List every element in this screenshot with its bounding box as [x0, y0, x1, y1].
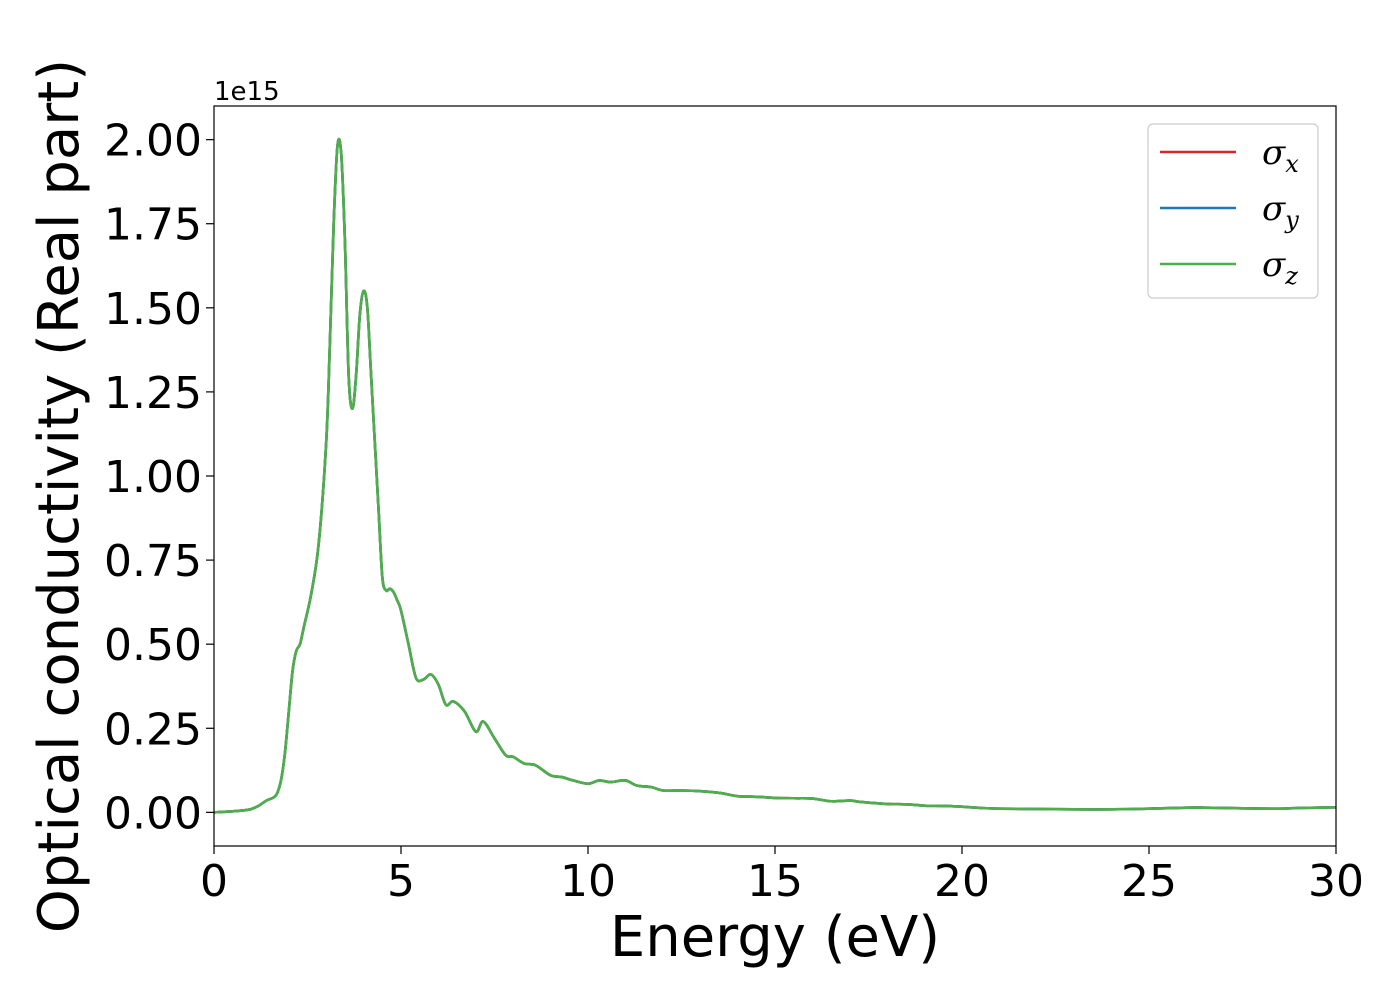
legend-entry: σz [1160, 245, 1298, 290]
y-axis-ticks: 0.00 0.25 0.50 0.75 1.00 1.25 1.50 1.75 2.00 [104, 116, 214, 839]
legend: σx σy σz [1147, 123, 1319, 299]
y-tick-label: 0.25 [104, 704, 202, 755]
y-tick-label: 1.25 [104, 368, 202, 419]
y-offset-label: 1e15 [214, 77, 280, 107]
legend-entry: σy [1160, 189, 1299, 234]
y-tick-label: 1.50 [104, 284, 202, 335]
y-tick-label: 0.50 [104, 620, 202, 671]
legend-label: σx [1262, 133, 1299, 178]
y-tick-label: 1.00 [104, 452, 202, 503]
x-axis-label: Energy (eV) [610, 905, 940, 970]
x-tick-label: 25 [1121, 856, 1177, 907]
y-tick-label: 0.00 [104, 788, 202, 839]
series-line-sigma-z [214, 137, 1336, 814]
x-tick-label: 10 [560, 856, 616, 907]
x-tick-label: 30 [1308, 856, 1364, 907]
y-tick-label: 1.75 [104, 200, 202, 251]
legend-label: σy [1262, 189, 1299, 234]
x-tick-label: 15 [747, 856, 803, 907]
x-tick-label: 0 [200, 856, 228, 907]
series-layer [214, 137, 1336, 814]
legend-label: σz [1262, 245, 1298, 290]
x-tick-label: 5 [387, 856, 415, 907]
x-axis-ticks: 0 5 10 15 20 25 30 [200, 846, 1364, 907]
y-tick-label: 0.75 [104, 536, 202, 587]
y-axis-label: Optical conductivity (Real part) [27, 59, 92, 933]
x-tick-label: 20 [934, 856, 990, 907]
y-tick-label: 2.00 [104, 116, 202, 167]
legend-box [1147, 123, 1319, 299]
legend-entry: σx [1160, 133, 1299, 178]
